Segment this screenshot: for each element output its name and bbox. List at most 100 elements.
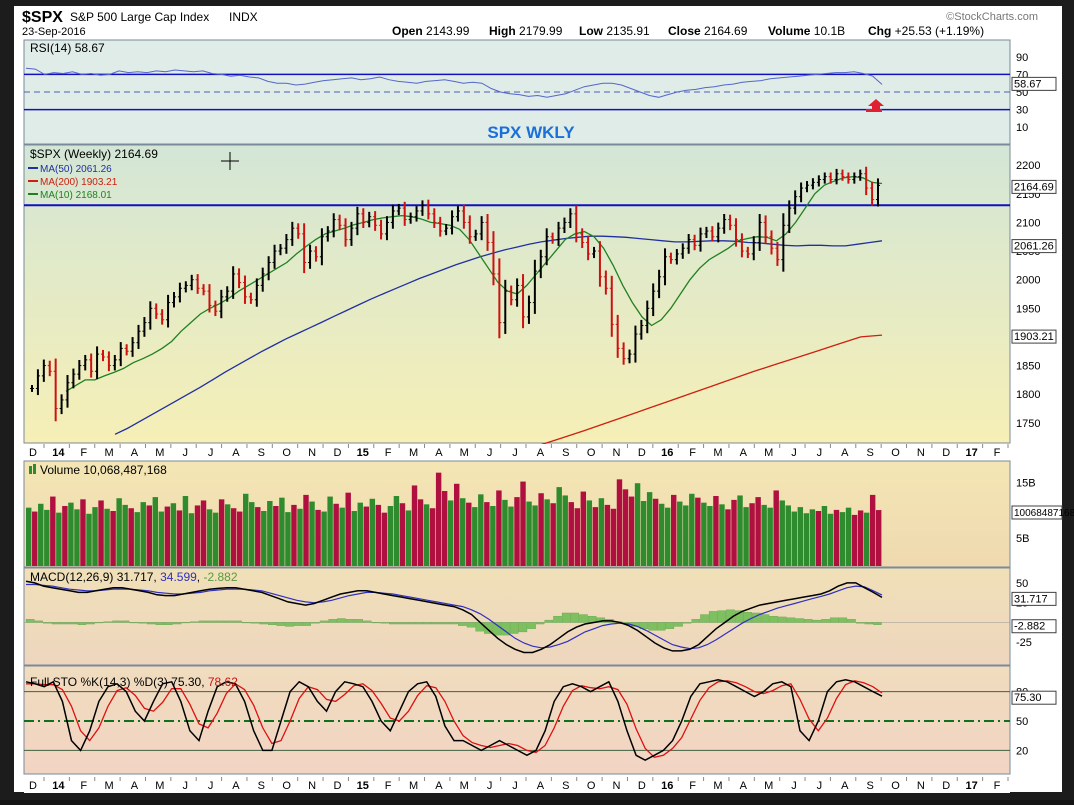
month-tick-label: F	[385, 780, 392, 792]
macd-histogram-bar	[103, 621, 113, 623]
macd-histogram-bar	[510, 622, 519, 634]
volume-bar	[387, 506, 394, 566]
volume-bar	[98, 500, 104, 566]
macd-histogram-bar	[665, 622, 675, 629]
month-axis-strip	[24, 444, 1010, 460]
volume-bar	[803, 513, 810, 566]
volume-bar	[212, 512, 219, 566]
volume-bar	[273, 506, 279, 566]
volume-bar	[695, 497, 701, 566]
macd-histogram-bar	[233, 620, 242, 623]
volume-bar	[200, 500, 207, 566]
volume-bar	[725, 509, 731, 566]
macd-histogram-bar	[155, 622, 164, 625]
macd-histogram-bar	[112, 620, 121, 623]
volume-bar	[496, 490, 502, 566]
volume-bar	[423, 504, 430, 566]
month-tick-label: S	[258, 447, 265, 459]
volume-bar	[460, 498, 466, 566]
month-tick-label: J	[208, 780, 214, 792]
macd-histogram-bar	[146, 622, 156, 625]
volume-bar	[140, 502, 146, 566]
macd-histogram-bar	[276, 622, 286, 626]
volume-bar	[472, 507, 478, 566]
month-tick-label: J	[487, 447, 493, 459]
volume-bar	[869, 494, 876, 566]
volume-bar	[640, 501, 647, 566]
volume-bar	[833, 509, 840, 566]
macd-value-badge: 31.717	[1014, 593, 1048, 605]
ma10-line	[65, 175, 883, 392]
volume-bar	[592, 507, 599, 566]
month-tick-label: F	[80, 780, 87, 792]
volume-bar	[206, 509, 213, 566]
volume-bar	[839, 512, 846, 566]
volume-bar	[785, 505, 791, 566]
volume-bar	[411, 485, 418, 566]
macd-histogram-bar	[432, 622, 441, 625]
month-tick-label: F	[689, 447, 696, 459]
volume-bar	[309, 501, 315, 566]
macd-tick-label: -25	[1016, 637, 1032, 649]
month-tick-label: M	[764, 447, 773, 459]
volume-bar	[224, 504, 231, 566]
macd-histogram-bar	[760, 614, 770, 623]
macd-histogram-bar	[406, 622, 415, 625]
volume-bar	[791, 511, 798, 566]
stochastic-legend: Full STO %K(14,3) %D(3) 75.30, 78.62	[30, 675, 238, 689]
price-badge-box	[1011, 239, 1057, 254]
macd-histogram-bar	[363, 620, 372, 623]
volume-bar	[249, 502, 255, 566]
macd-histogram-bar	[734, 610, 744, 623]
volume-bar	[815, 511, 822, 566]
ma-legend: MA(50) 2061.26 MA(200) 1903.21 MA(10) 21…	[28, 164, 118, 201]
volume-bar	[574, 508, 580, 566]
volume-bar	[454, 483, 460, 566]
month-axis-top: D 14 F M A M J J A S O N D 15 F M A M J J A S O N D 16 F M A M J J A S O N D…	[24, 444, 1010, 460]
volume-bar	[122, 504, 128, 566]
macd-histogram-bar	[708, 611, 718, 623]
price-tick-label: 2000	[1016, 275, 1040, 287]
volume-bar	[243, 493, 249, 566]
month-tick-label: M	[105, 780, 114, 792]
volume-bar	[827, 513, 834, 566]
month-tick-label: N	[917, 447, 925, 459]
month-tick-label: 15	[357, 780, 369, 792]
volume-bar	[628, 496, 635, 566]
volume-badge-box	[1011, 505, 1063, 520]
month-tick-label: M	[155, 447, 164, 459]
volume-bar	[345, 492, 351, 566]
macd-histogram-bar	[354, 619, 363, 623]
volume-bar	[363, 506, 370, 566]
volume-bar	[146, 505, 152, 566]
macd-histogram-bar	[371, 622, 381, 624]
month-tick-label: M	[460, 780, 469, 792]
macd-histogram-bar	[449, 622, 458, 625]
volume-bar	[749, 503, 755, 566]
macd-histogram-bar	[242, 622, 251, 624]
macd-histogram-bar	[414, 622, 424, 625]
month-tick-label: M	[409, 447, 418, 459]
macd-histogram-bar	[51, 622, 61, 625]
price-tick-label: 1950	[1016, 303, 1040, 315]
macd-histogram-bar	[207, 620, 216, 623]
month-tick-label: N	[917, 780, 925, 792]
volume-bar	[677, 501, 683, 566]
macd-histogram-bar	[484, 622, 493, 634]
rsi-tick-label: 90	[1016, 52, 1028, 64]
month-tick-label: M	[155, 780, 164, 792]
price-tick-label: 2200	[1016, 160, 1040, 172]
volume-bar	[821, 506, 828, 566]
volume-bar	[255, 507, 261, 566]
macd-histogram-bar	[259, 622, 268, 625]
macd-histogram-bar	[717, 610, 727, 623]
month-tick-label: M	[764, 780, 773, 792]
price-legend: $SPX (Weekly) 2164.69	[30, 147, 158, 161]
index-name: S&P 500 Large Cap Index	[70, 10, 209, 24]
month-tick-label: D	[638, 447, 646, 459]
volume-bar	[634, 483, 641, 566]
quote-low: Low 2135.91	[579, 24, 650, 38]
volume-bar	[399, 503, 406, 566]
volume-bar	[417, 499, 424, 566]
month-tick-label: M	[409, 780, 418, 792]
